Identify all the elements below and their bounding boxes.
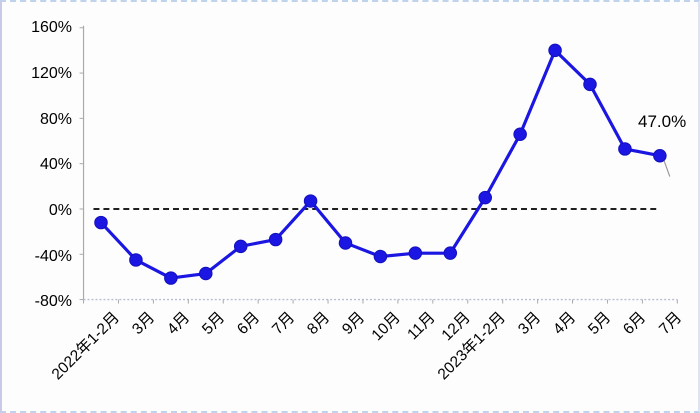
data-label-last: 47.0% bbox=[638, 112, 687, 131]
data-point-marker bbox=[268, 232, 283, 247]
data-point-marker bbox=[618, 142, 632, 156]
data-line bbox=[99, 48, 662, 280]
data-point-marker bbox=[129, 253, 143, 267]
data-point-marker bbox=[513, 127, 527, 141]
data-point-marker bbox=[548, 43, 562, 58]
y-axis-label: 160% bbox=[31, 19, 72, 36]
data-point-marker bbox=[653, 149, 667, 163]
data-point-marker bbox=[443, 246, 458, 260]
data-point-marker bbox=[408, 246, 423, 260]
data-point-marker bbox=[199, 266, 213, 281]
data-point-marker bbox=[164, 271, 178, 285]
y-axis-label: 80% bbox=[39, 110, 72, 128]
data-point-marker bbox=[94, 215, 108, 230]
y-axis-label: 40% bbox=[39, 156, 72, 174]
data-point-marker bbox=[373, 249, 388, 264]
data-point-marker bbox=[583, 77, 597, 92]
y-axis-label: -80% bbox=[34, 293, 72, 311]
data-point-marker bbox=[303, 194, 318, 208]
y-axis-label: -40% bbox=[34, 247, 72, 265]
y-axis-label: 0% bbox=[48, 202, 72, 219]
data-point-marker bbox=[233, 239, 248, 254]
data-point-marker bbox=[338, 236, 353, 250]
y-axis-label: 120% bbox=[31, 64, 72, 82]
data-point-marker bbox=[478, 190, 492, 205]
